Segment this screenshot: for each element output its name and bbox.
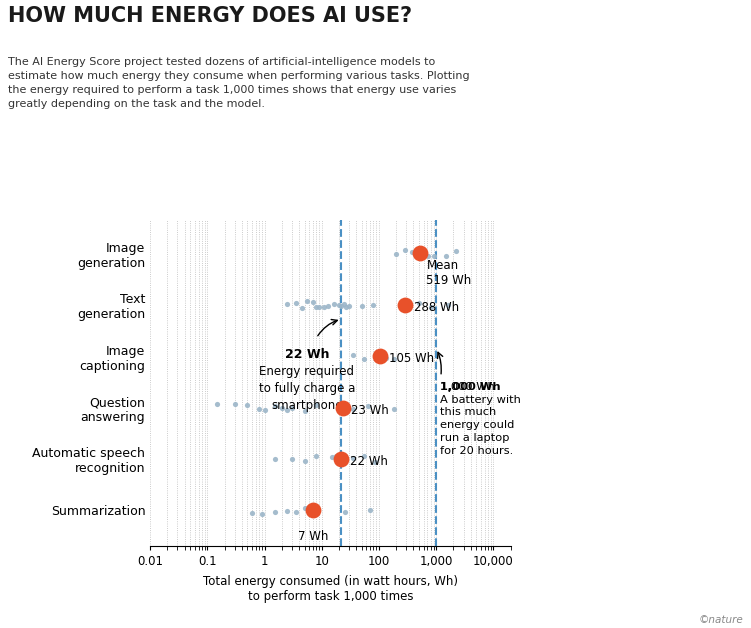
Point xyxy=(388,404,400,414)
Point xyxy=(347,350,359,360)
Text: ©nature: ©nature xyxy=(698,615,743,625)
Point xyxy=(299,406,311,416)
Point xyxy=(391,249,403,259)
Point xyxy=(269,507,281,517)
Point xyxy=(414,248,426,258)
Point xyxy=(241,400,253,410)
Point xyxy=(310,399,322,409)
Point xyxy=(276,403,288,413)
Point xyxy=(369,350,381,360)
Point xyxy=(356,301,368,311)
Point xyxy=(307,297,319,307)
Point xyxy=(269,454,281,464)
Text: 7 Wh: 7 Wh xyxy=(298,530,328,543)
Text: HOW MUCH ENERGY DOES AI USE?: HOW MUCH ENERGY DOES AI USE? xyxy=(8,6,412,26)
Point xyxy=(406,247,418,257)
Text: 23 Wh: 23 Wh xyxy=(351,404,388,416)
Point xyxy=(369,457,381,467)
Point xyxy=(400,300,412,310)
Point xyxy=(282,299,294,309)
Point xyxy=(413,298,425,308)
Point xyxy=(313,302,325,312)
Text: The AI Energy Score project tested dozens of artificial-intelligence models to
e: The AI Energy Score project tested dozen… xyxy=(8,57,469,109)
Point xyxy=(339,451,351,461)
Point xyxy=(282,405,294,415)
Point xyxy=(269,401,281,411)
Point xyxy=(358,451,370,461)
Point xyxy=(440,251,452,261)
Point xyxy=(343,301,355,311)
Point xyxy=(358,354,370,364)
Point xyxy=(399,245,411,255)
Point xyxy=(337,299,349,309)
Point xyxy=(327,300,339,310)
Text: Mean
519 Wh: Mean 519 Wh xyxy=(427,259,472,288)
Point xyxy=(246,507,258,517)
Text: Energy required
to fully charge a
smartphone: Energy required to fully charge a smartp… xyxy=(259,365,355,413)
Text: 1,000 Wh
A battery with
this much
energy could
run a laptop
for 20 hours.: 1,000 Wh A battery with this much energy… xyxy=(440,382,520,456)
Point xyxy=(362,401,374,411)
Point xyxy=(307,506,319,516)
Point xyxy=(442,300,454,310)
Point xyxy=(339,302,351,312)
Point xyxy=(301,296,313,306)
X-axis label: Total energy consumed (in watt hours, Wh)
to perform task 1,000 times: Total energy consumed (in watt hours, Wh… xyxy=(203,575,458,604)
Point xyxy=(425,302,437,312)
Point xyxy=(290,507,302,517)
Point xyxy=(388,354,400,364)
Point xyxy=(336,454,348,464)
Text: 105 Wh: 105 Wh xyxy=(388,352,434,365)
Point xyxy=(367,300,379,310)
Text: 1,000 Wh: 1,000 Wh xyxy=(440,382,500,392)
Point xyxy=(212,399,224,409)
Point xyxy=(282,506,294,516)
Point xyxy=(379,354,391,364)
Point xyxy=(286,403,298,413)
Point xyxy=(307,506,319,516)
Point xyxy=(374,351,386,361)
Point xyxy=(415,247,427,257)
Text: 22 Wh: 22 Wh xyxy=(350,455,388,468)
Point xyxy=(364,505,376,515)
Point xyxy=(256,509,268,519)
Point xyxy=(339,507,351,517)
Point xyxy=(336,403,348,413)
Point xyxy=(347,404,359,414)
Text: 288 Wh: 288 Wh xyxy=(414,301,459,314)
Point xyxy=(258,406,270,416)
Point xyxy=(253,404,265,414)
Point xyxy=(422,251,434,261)
Point xyxy=(299,503,311,513)
Point xyxy=(286,453,298,463)
Point xyxy=(310,301,322,311)
Point xyxy=(336,301,348,311)
Point xyxy=(310,450,322,460)
Point xyxy=(318,302,330,312)
Point xyxy=(229,399,241,409)
Point xyxy=(299,456,311,466)
Point xyxy=(427,251,439,261)
Point xyxy=(450,246,462,256)
Point xyxy=(333,300,345,310)
Point xyxy=(347,453,359,463)
Point xyxy=(322,301,334,311)
Point xyxy=(330,451,342,461)
Point xyxy=(296,303,308,313)
Point xyxy=(326,452,338,462)
Point xyxy=(290,298,302,308)
Text: 22 Wh: 22 Wh xyxy=(285,349,329,361)
